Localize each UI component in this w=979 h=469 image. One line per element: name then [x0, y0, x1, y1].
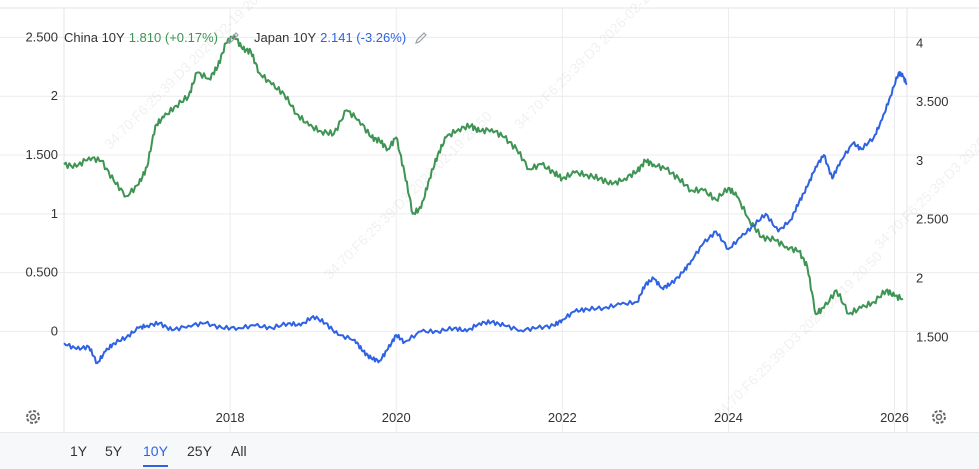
y-left-tick-label: 0.500 [25, 265, 58, 280]
y-right-tick-label: 2.500 [916, 212, 949, 227]
grid-lines [0, 7, 979, 432]
pencil-icon[interactable] [226, 31, 240, 45]
range-10y-button[interactable]: 10Y [143, 443, 168, 467]
range-selector: 1Y 5Y 10Y 25Y All [0, 432, 979, 469]
series-layer [63, 34, 908, 365]
range-25y-button[interactable]: 25Y [187, 443, 212, 459]
china-10y-line [63, 34, 904, 316]
x-tick-label: 2018 [216, 410, 245, 425]
japan-10y-line [63, 71, 908, 365]
axis-labels: 0 0.500 1 1.500 2 2.500 1.500 2 2.500 3 3.500 4 2018… [25, 29, 948, 425]
x-tick-label: 2026 [880, 410, 909, 425]
y-left-tick-label: 1 [51, 206, 58, 221]
legend: China 10Y 1.810 (+0.17%) Japan 10Y 2.141… [64, 30, 438, 45]
legend-china-label: China 10Y [64, 30, 125, 45]
legend-japan-label: Japan 10Y [253, 30, 317, 45]
y-left-tick-label: 2 [51, 88, 58, 103]
range-5y-button[interactable]: 5Y [105, 443, 123, 459]
watermark-text: 34:70:F6:25:39:D3 2026-02-19 20:50 [511, 0, 685, 132]
gear-icon[interactable] [24, 408, 42, 426]
y-left-tick-label: 2.500 [25, 29, 58, 44]
x-tick-label: 2020 [382, 410, 411, 425]
x-tick-label: 2024 [714, 410, 743, 425]
gear-icon[interactable] [930, 408, 948, 426]
chart-area: 34:70:F6:25:39:D3 2026-02-19 20:5034:70:… [0, 0, 979, 432]
pencil-icon[interactable] [414, 31, 428, 45]
watermark: 34:70:F6:25:39:D3 2026-02-19 20:5034:70:… [101, 0, 979, 422]
watermark-text: 34:70:F6:25:39:D3 2026-02-19 20:50 [711, 248, 885, 422]
y-left-tick-label: 0 [51, 323, 58, 338]
y-left-tick-label: 1.500 [25, 147, 58, 162]
legend-japan-value: 2.141 (-3.26%) [320, 30, 407, 45]
y-right-tick-label: 1.500 [916, 329, 949, 344]
y-right-tick-label: 3 [916, 153, 923, 168]
y-right-tick-label: 3.500 [916, 94, 949, 109]
legend-china-value: 1.810 (+0.17%) [128, 30, 218, 45]
y-right-tick-label: 4 [916, 35, 923, 50]
watermark-text: 34:70:F6:25:39:D3 2026-02-19 20:50 [101, 0, 275, 152]
x-tick-label: 2022 [548, 410, 577, 425]
y-right-tick-label: 2 [916, 271, 923, 286]
range-all-button[interactable]: All [231, 443, 247, 459]
range-1y-button[interactable]: 1Y [70, 443, 88, 459]
